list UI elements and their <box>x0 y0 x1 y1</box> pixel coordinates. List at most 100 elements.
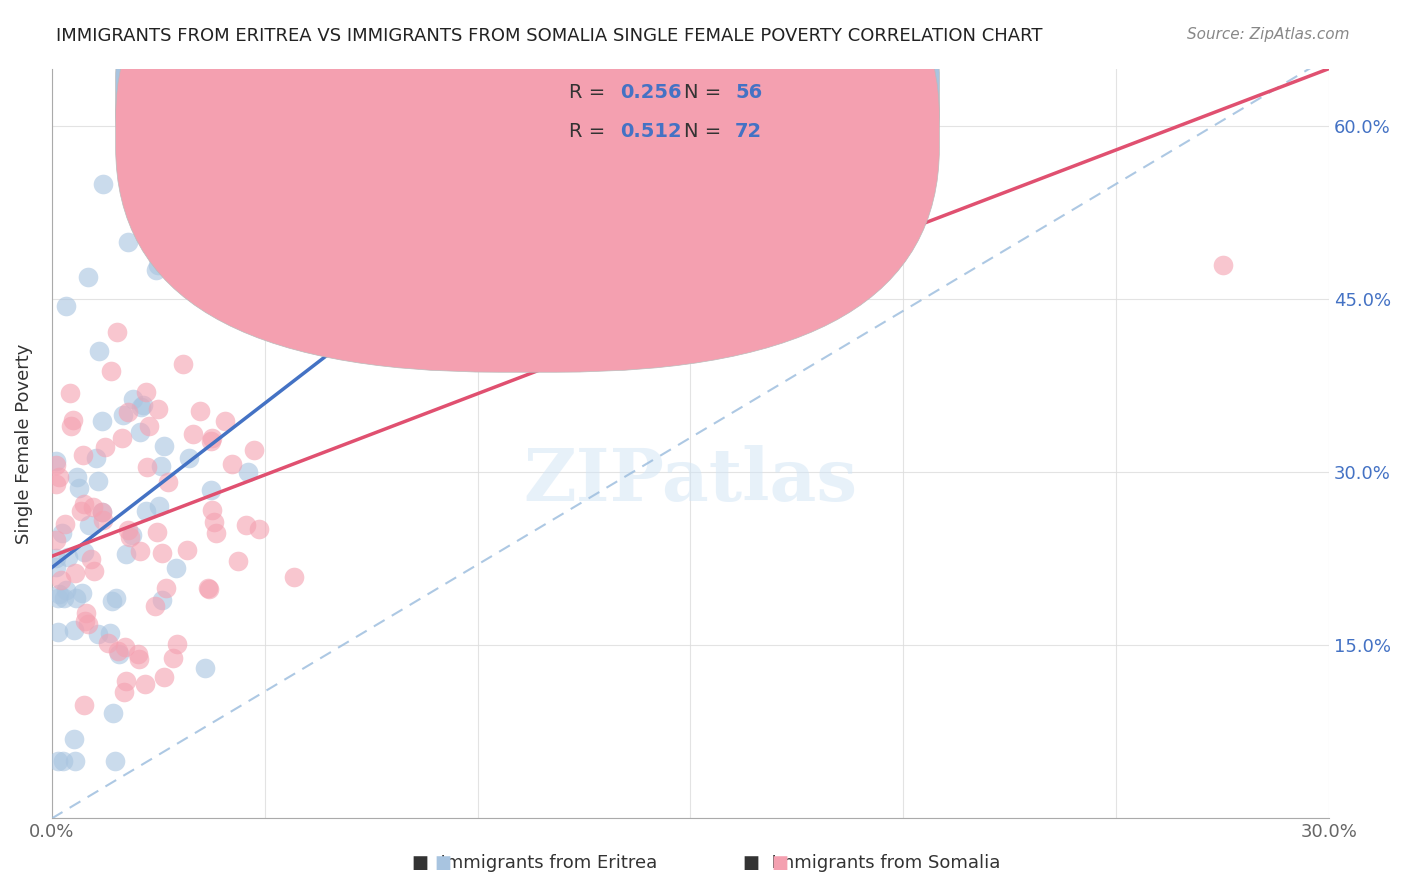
Point <box>101 593 124 607</box>
Point <box>45 458 67 473</box>
Point <box>359 330 381 344</box>
Point <box>45 559 67 574</box>
Point <box>131 400 153 414</box>
Point <box>148 499 170 513</box>
Point <box>202 515 225 529</box>
Point <box>181 427 204 442</box>
Point <box>59 418 82 433</box>
Point <box>235 517 257 532</box>
Point <box>97 636 120 650</box>
Point <box>114 640 136 655</box>
Point <box>83 564 105 578</box>
Point <box>84 450 107 465</box>
Point <box>128 544 150 558</box>
Point <box>94 440 117 454</box>
Point <box>194 661 217 675</box>
Point <box>162 651 184 665</box>
Point <box>236 465 259 479</box>
Point <box>132 398 155 412</box>
FancyBboxPatch shape <box>115 0 939 372</box>
Point <box>136 459 159 474</box>
Point <box>138 418 160 433</box>
Point <box>277 285 299 300</box>
Point <box>51 526 73 541</box>
Text: N =: N = <box>683 122 727 141</box>
Point <box>104 591 127 606</box>
Point <box>135 504 157 518</box>
Point <box>45 477 67 491</box>
Point <box>127 647 149 661</box>
Point <box>166 637 188 651</box>
Point <box>59 386 82 401</box>
Point <box>152 670 174 684</box>
Point <box>198 582 221 596</box>
Point <box>152 546 174 560</box>
Point <box>91 504 114 518</box>
Point <box>145 262 167 277</box>
Point <box>155 581 177 595</box>
Point <box>221 457 243 471</box>
Point <box>91 177 114 191</box>
Point <box>188 404 211 418</box>
Point <box>52 591 75 605</box>
Point <box>62 413 84 427</box>
Point <box>55 299 77 313</box>
Point <box>200 483 222 497</box>
Point <box>73 497 96 511</box>
Point <box>87 343 110 358</box>
Point <box>45 551 67 566</box>
Point <box>129 425 152 439</box>
Point <box>201 431 224 445</box>
Point <box>105 326 128 340</box>
Point <box>46 754 69 768</box>
Point <box>75 606 97 620</box>
Point <box>117 235 139 249</box>
Point <box>46 624 69 639</box>
Point <box>77 270 100 285</box>
Point <box>117 405 139 419</box>
Point <box>112 685 135 699</box>
Point <box>66 470 89 484</box>
Point <box>91 414 114 428</box>
Point <box>128 652 150 666</box>
Point <box>63 624 86 638</box>
Point <box>197 581 219 595</box>
Point <box>77 616 100 631</box>
Point <box>214 414 236 428</box>
Point <box>72 698 94 713</box>
Point <box>77 517 100 532</box>
Text: ■: ■ <box>772 855 789 872</box>
Point <box>172 357 194 371</box>
Point <box>143 599 166 614</box>
FancyBboxPatch shape <box>474 61 882 166</box>
Point <box>274 211 297 226</box>
Text: 72: 72 <box>735 122 762 141</box>
Text: 0.256: 0.256 <box>620 83 682 102</box>
Point <box>112 408 135 422</box>
Text: N =: N = <box>683 83 727 102</box>
Text: ■  Immigrants from Somalia: ■ Immigrants from Somalia <box>742 855 1001 872</box>
Point <box>146 402 169 417</box>
Point <box>104 754 127 768</box>
Text: ■: ■ <box>434 855 451 872</box>
Point <box>122 392 145 407</box>
Point <box>153 439 176 453</box>
Text: IMMIGRANTS FROM ERITREA VS IMMIGRANTS FROM SOMALIA SINGLE FEMALE POVERTY CORRELA: IMMIGRANTS FROM ERITREA VS IMMIGRANTS FR… <box>56 27 1043 45</box>
Point <box>226 554 249 568</box>
Point <box>283 570 305 584</box>
Point <box>114 674 136 689</box>
Point <box>46 591 69 605</box>
Point <box>108 647 131 661</box>
Point <box>201 503 224 517</box>
Point <box>134 677 156 691</box>
Point <box>145 524 167 539</box>
Point <box>179 450 201 465</box>
Point <box>75 615 97 629</box>
Point <box>62 731 84 746</box>
Text: R =: R = <box>569 122 612 141</box>
Point <box>100 364 122 378</box>
Point <box>247 523 270 537</box>
Point <box>150 459 173 474</box>
Point <box>1212 258 1234 272</box>
Point <box>118 530 141 544</box>
